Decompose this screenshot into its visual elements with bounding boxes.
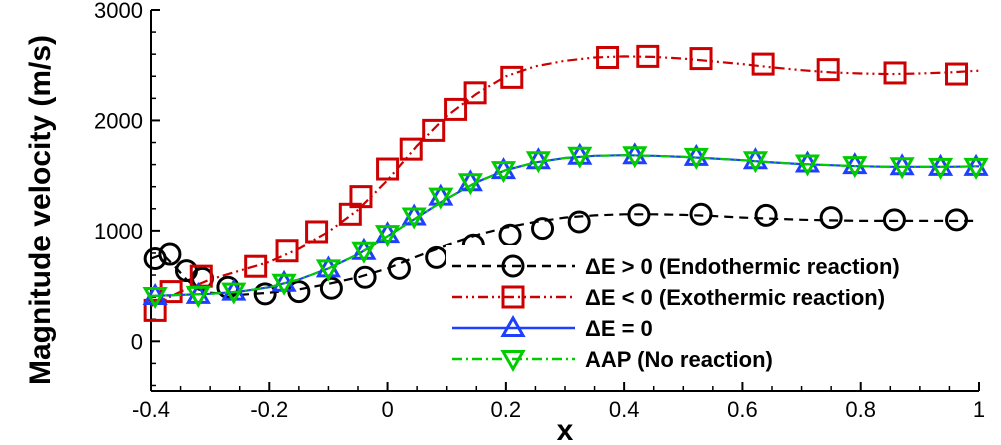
legend-marker xyxy=(500,314,526,337)
legend-entry: ΔE < 0 (Exothermic reaction) xyxy=(585,285,885,310)
data-point xyxy=(883,61,907,85)
x-tick-label: 0.8 xyxy=(845,397,876,422)
y-tick-label: 3000 xyxy=(94,0,143,23)
data-point xyxy=(882,208,906,232)
y-tick-label: 2000 xyxy=(94,108,143,133)
legend: ΔE > 0 (Endothermic reaction) ΔE < 0 (Exo… xyxy=(446,245,988,375)
data-point xyxy=(500,65,524,89)
data-point xyxy=(945,62,969,86)
legend-marker xyxy=(501,254,525,278)
data-point xyxy=(927,157,954,180)
data-point xyxy=(816,58,840,82)
data-point xyxy=(463,81,487,105)
data-point xyxy=(689,202,713,226)
axes: -0.4 -0.2 0 0.2 0.4 0.6 0.8 1 0 1000 2000 3000 xyxy=(94,0,985,422)
data-point xyxy=(351,241,377,264)
data-point xyxy=(444,97,468,121)
data-point xyxy=(622,146,648,169)
data-point xyxy=(567,210,591,234)
x-tick-label: 0.2 xyxy=(491,397,522,422)
data-point xyxy=(889,157,915,180)
x-tick-label: -0.2 xyxy=(250,397,288,422)
data-point xyxy=(221,282,247,305)
data-point xyxy=(142,287,168,310)
legend-entry: ΔE = 0 xyxy=(585,316,653,341)
y-tick-label: 1000 xyxy=(94,219,143,244)
x-tick-label: 1 xyxy=(973,397,985,422)
legend-entry: AAP (No reaction) xyxy=(585,347,773,372)
data-point xyxy=(353,265,377,289)
data-point xyxy=(525,151,551,174)
data-point xyxy=(742,151,769,174)
data-point xyxy=(158,242,182,266)
x-tick-label: 0.6 xyxy=(727,397,758,422)
series-1 xyxy=(143,44,980,322)
data-point xyxy=(253,282,277,306)
data-point xyxy=(689,47,713,71)
legend-entry: ΔE > 0 (Endothermic reaction) xyxy=(585,254,900,279)
y-axis-label: Magnitude velocity (m/s) xyxy=(24,35,57,385)
series-3 xyxy=(142,146,989,310)
series-line xyxy=(150,154,980,298)
data-point xyxy=(794,154,821,177)
data-point xyxy=(159,280,183,304)
legend-marker xyxy=(501,285,525,309)
data-point xyxy=(319,276,343,300)
data-point xyxy=(387,256,411,280)
x-tick-label: 0.4 xyxy=(609,397,640,422)
data-point xyxy=(399,137,423,161)
data-point xyxy=(683,147,709,170)
data-point xyxy=(636,44,660,68)
data-point xyxy=(751,52,775,76)
data-point xyxy=(457,173,483,196)
series-line xyxy=(150,55,980,307)
data-point xyxy=(422,118,446,142)
data-point xyxy=(963,157,989,180)
data-point xyxy=(596,45,620,69)
data-point xyxy=(244,254,268,278)
data-point xyxy=(567,146,593,169)
x-tick-label: -0.4 xyxy=(132,397,170,422)
data-point xyxy=(305,220,329,244)
data-point xyxy=(498,223,522,247)
y-tick-label: 0 xyxy=(131,329,143,354)
x-axis-label: x xyxy=(557,414,574,445)
data-point xyxy=(819,206,843,230)
data-point xyxy=(374,225,401,248)
data-point xyxy=(143,246,167,270)
data-point xyxy=(842,156,868,179)
x-tick-label: 0 xyxy=(381,397,393,422)
data-point xyxy=(349,185,373,209)
data-point xyxy=(531,217,555,241)
data-point xyxy=(271,273,297,296)
data-point xyxy=(275,239,299,263)
data-point xyxy=(945,208,969,232)
data-point xyxy=(754,203,778,227)
series-layer xyxy=(142,44,989,322)
legend-marker xyxy=(500,350,526,373)
data-point xyxy=(143,298,167,322)
data-point xyxy=(315,259,342,282)
data-point xyxy=(376,157,400,181)
data-point xyxy=(401,207,427,230)
data-point xyxy=(627,203,651,227)
legend-background xyxy=(446,245,988,375)
data-point xyxy=(490,161,517,184)
data-point xyxy=(425,245,449,269)
data-point xyxy=(185,285,211,308)
data-point xyxy=(428,187,454,210)
